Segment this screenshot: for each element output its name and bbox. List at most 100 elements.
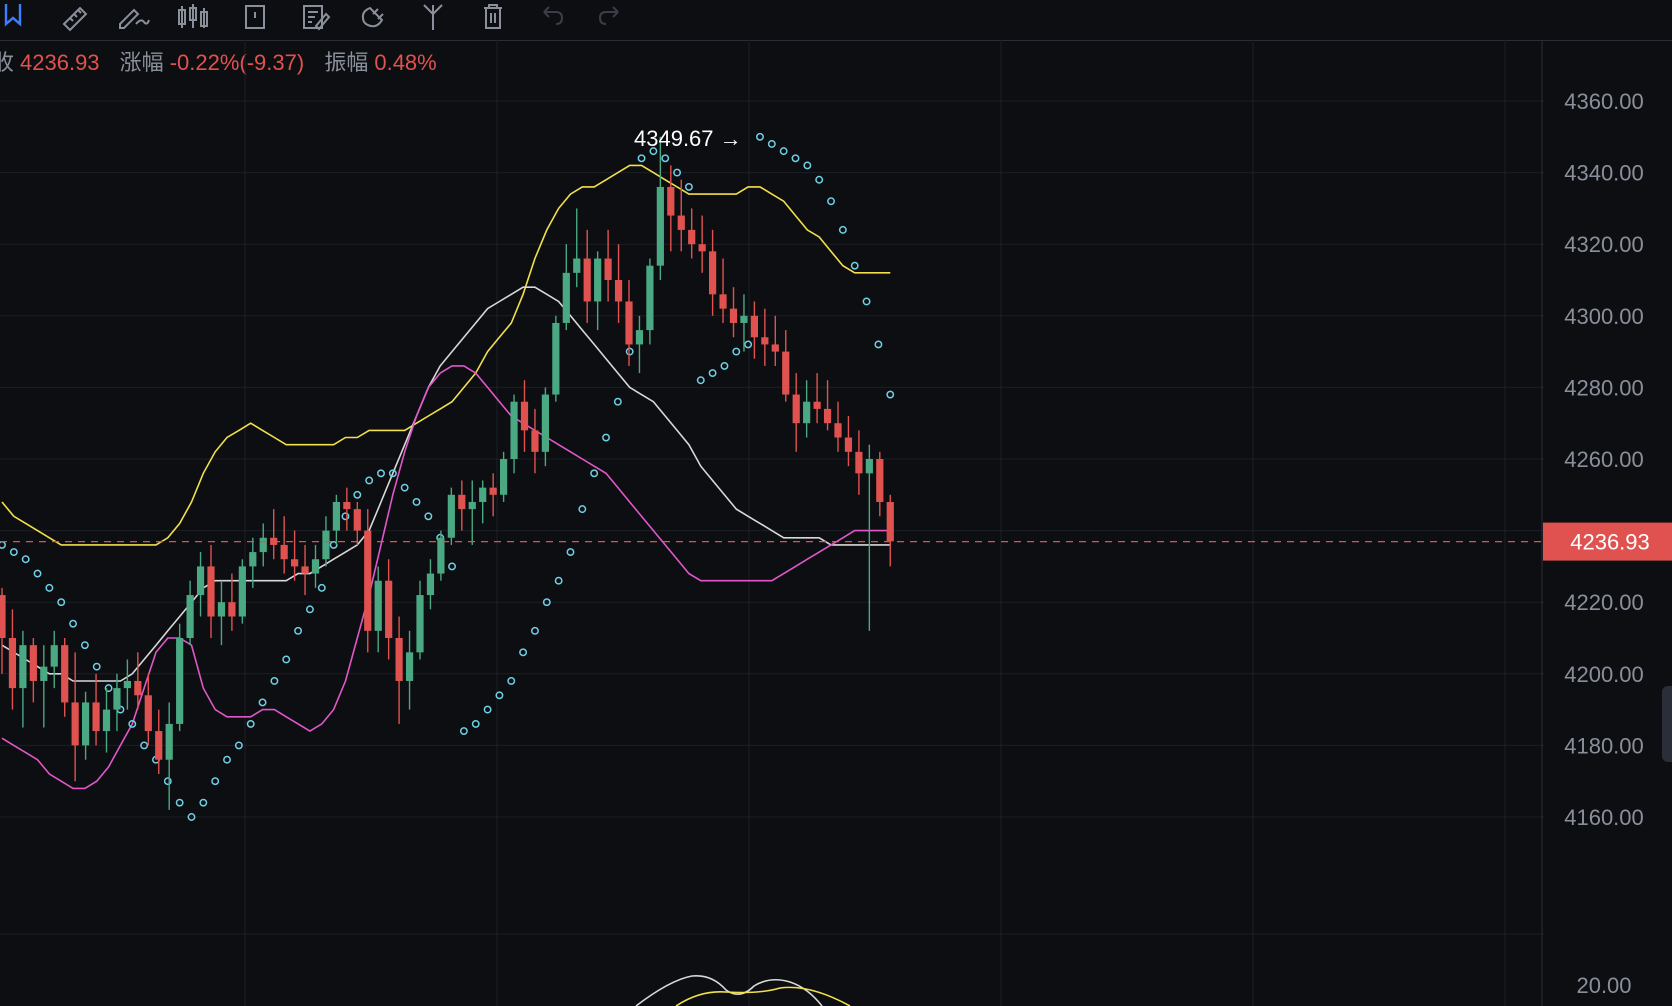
close-label: 收 <box>0 50 15 75</box>
sar-dot <box>92 662 101 671</box>
candle-body <box>416 595 424 653</box>
candle-body <box>750 315 758 338</box>
candle-body <box>792 394 800 424</box>
candle-body <box>405 652 414 681</box>
pencil-wave-icon[interactable] <box>116 2 150 32</box>
sar-dot <box>874 340 883 349</box>
sar-dot <box>424 512 433 521</box>
candle-body <box>353 509 361 531</box>
candle-body <box>343 501 351 510</box>
candle-body <box>635 330 644 345</box>
candle-body <box>573 258 581 273</box>
sar-dot <box>187 813 196 821</box>
candle-body <box>698 244 706 252</box>
candle-body <box>740 315 748 323</box>
sar-dot <box>696 376 705 385</box>
sar-dot <box>377 469 385 478</box>
sar-dot <box>613 397 622 406</box>
sar-dot <box>211 777 220 786</box>
sar-dot <box>294 626 303 635</box>
sar-dot <box>234 741 243 750</box>
candle-body <box>40 666 48 681</box>
undo-icon[interactable] <box>534 2 568 32</box>
candles-icon[interactable] <box>176 2 210 32</box>
sar-dot <box>815 175 824 184</box>
trash-icon[interactable] <box>476 2 510 32</box>
sar-dot <box>661 154 670 163</box>
price-tag-label: 4236.93 <box>1570 530 1650 555</box>
candlestick-series <box>0 136 894 810</box>
sar-dot <box>554 576 563 585</box>
sar-dot <box>803 161 812 170</box>
sar-dot <box>412 498 421 506</box>
sar-dot <box>720 361 729 370</box>
candle-body <box>489 487 497 495</box>
sar-dot <box>519 648 528 657</box>
sar-dot <box>140 741 149 750</box>
candle-body <box>82 702 90 746</box>
rectangle-icon[interactable] <box>238 2 272 32</box>
candle-body <box>500 459 508 495</box>
candle-body <box>771 344 779 352</box>
middle-band-line <box>1 286 891 682</box>
candle-body <box>531 430 539 452</box>
candle-body <box>803 401 811 424</box>
candle-body <box>729 308 738 323</box>
sar-dot <box>850 261 859 270</box>
candle-body <box>437 537 445 574</box>
high-marker-label: 4349.67 → <box>634 126 742 151</box>
candle-body <box>562 272 570 323</box>
candle-body <box>604 258 612 280</box>
candle-body <box>113 688 121 710</box>
sar-dot <box>838 225 847 234</box>
pane-resize-handle[interactable] <box>1662 686 1672 762</box>
axis-tick-label: 4260.00 <box>1564 447 1644 472</box>
sar-dot <box>459 727 468 736</box>
sar-dot <box>602 433 610 442</box>
sar-dot <box>9 548 18 557</box>
candle-body <box>301 566 309 574</box>
sar-dot <box>566 548 575 557</box>
candle-body <box>782 351 790 395</box>
candle-body <box>8 638 17 689</box>
sar-dot <box>827 197 835 206</box>
redo-icon[interactable] <box>594 2 628 32</box>
candle-body <box>280 544 288 560</box>
drawing-toolbar <box>0 0 1672 41</box>
note-edit-icon[interactable] <box>298 2 332 32</box>
candle-body <box>761 337 769 345</box>
candle-body <box>186 595 194 638</box>
sar-dot <box>756 132 764 141</box>
candle-body <box>385 580 393 638</box>
sar-dot <box>128 719 137 728</box>
sar-dot <box>471 719 480 728</box>
sar-dot <box>199 798 208 807</box>
candle-body <box>364 530 372 631</box>
candle-body <box>426 573 435 596</box>
magnet-icon[interactable] <box>356 2 390 32</box>
change-value: -0.22%(-9.37) <box>169 50 305 75</box>
candle-body <box>458 494 466 510</box>
bookmark-icon[interactable] <box>0 2 30 32</box>
candle-body <box>834 423 842 438</box>
axis-tick-label: 4300.00 <box>1564 304 1644 329</box>
candle-body <box>479 487 487 502</box>
candle-body <box>823 408 832 424</box>
candle-body <box>510 401 518 459</box>
candle-body <box>155 731 163 760</box>
sar-dot <box>163 777 172 786</box>
sar-dot <box>732 347 741 356</box>
candle-body <box>886 501 894 542</box>
ruler-icon[interactable] <box>58 2 92 32</box>
candle-body <box>625 301 633 345</box>
amplitude-label: 振幅 <box>324 50 369 75</box>
sar-dot <box>542 598 551 607</box>
fork-icon[interactable] <box>416 2 450 32</box>
lower-pane-tick-label: 20.00 <box>1576 973 1631 998</box>
sar-dot <box>531 626 539 635</box>
sar-dot <box>673 168 682 177</box>
candle-body <box>228 602 236 617</box>
candle-body <box>61 645 69 703</box>
price-axis: 4360.00 4340.00 4320.00 4300.00 4280.00 4260.… <box>1564 89 1644 830</box>
price-chart[interactable]: 4236.93 4349.67 → 4360.004340.004320.0043… <box>0 40 1672 1006</box>
